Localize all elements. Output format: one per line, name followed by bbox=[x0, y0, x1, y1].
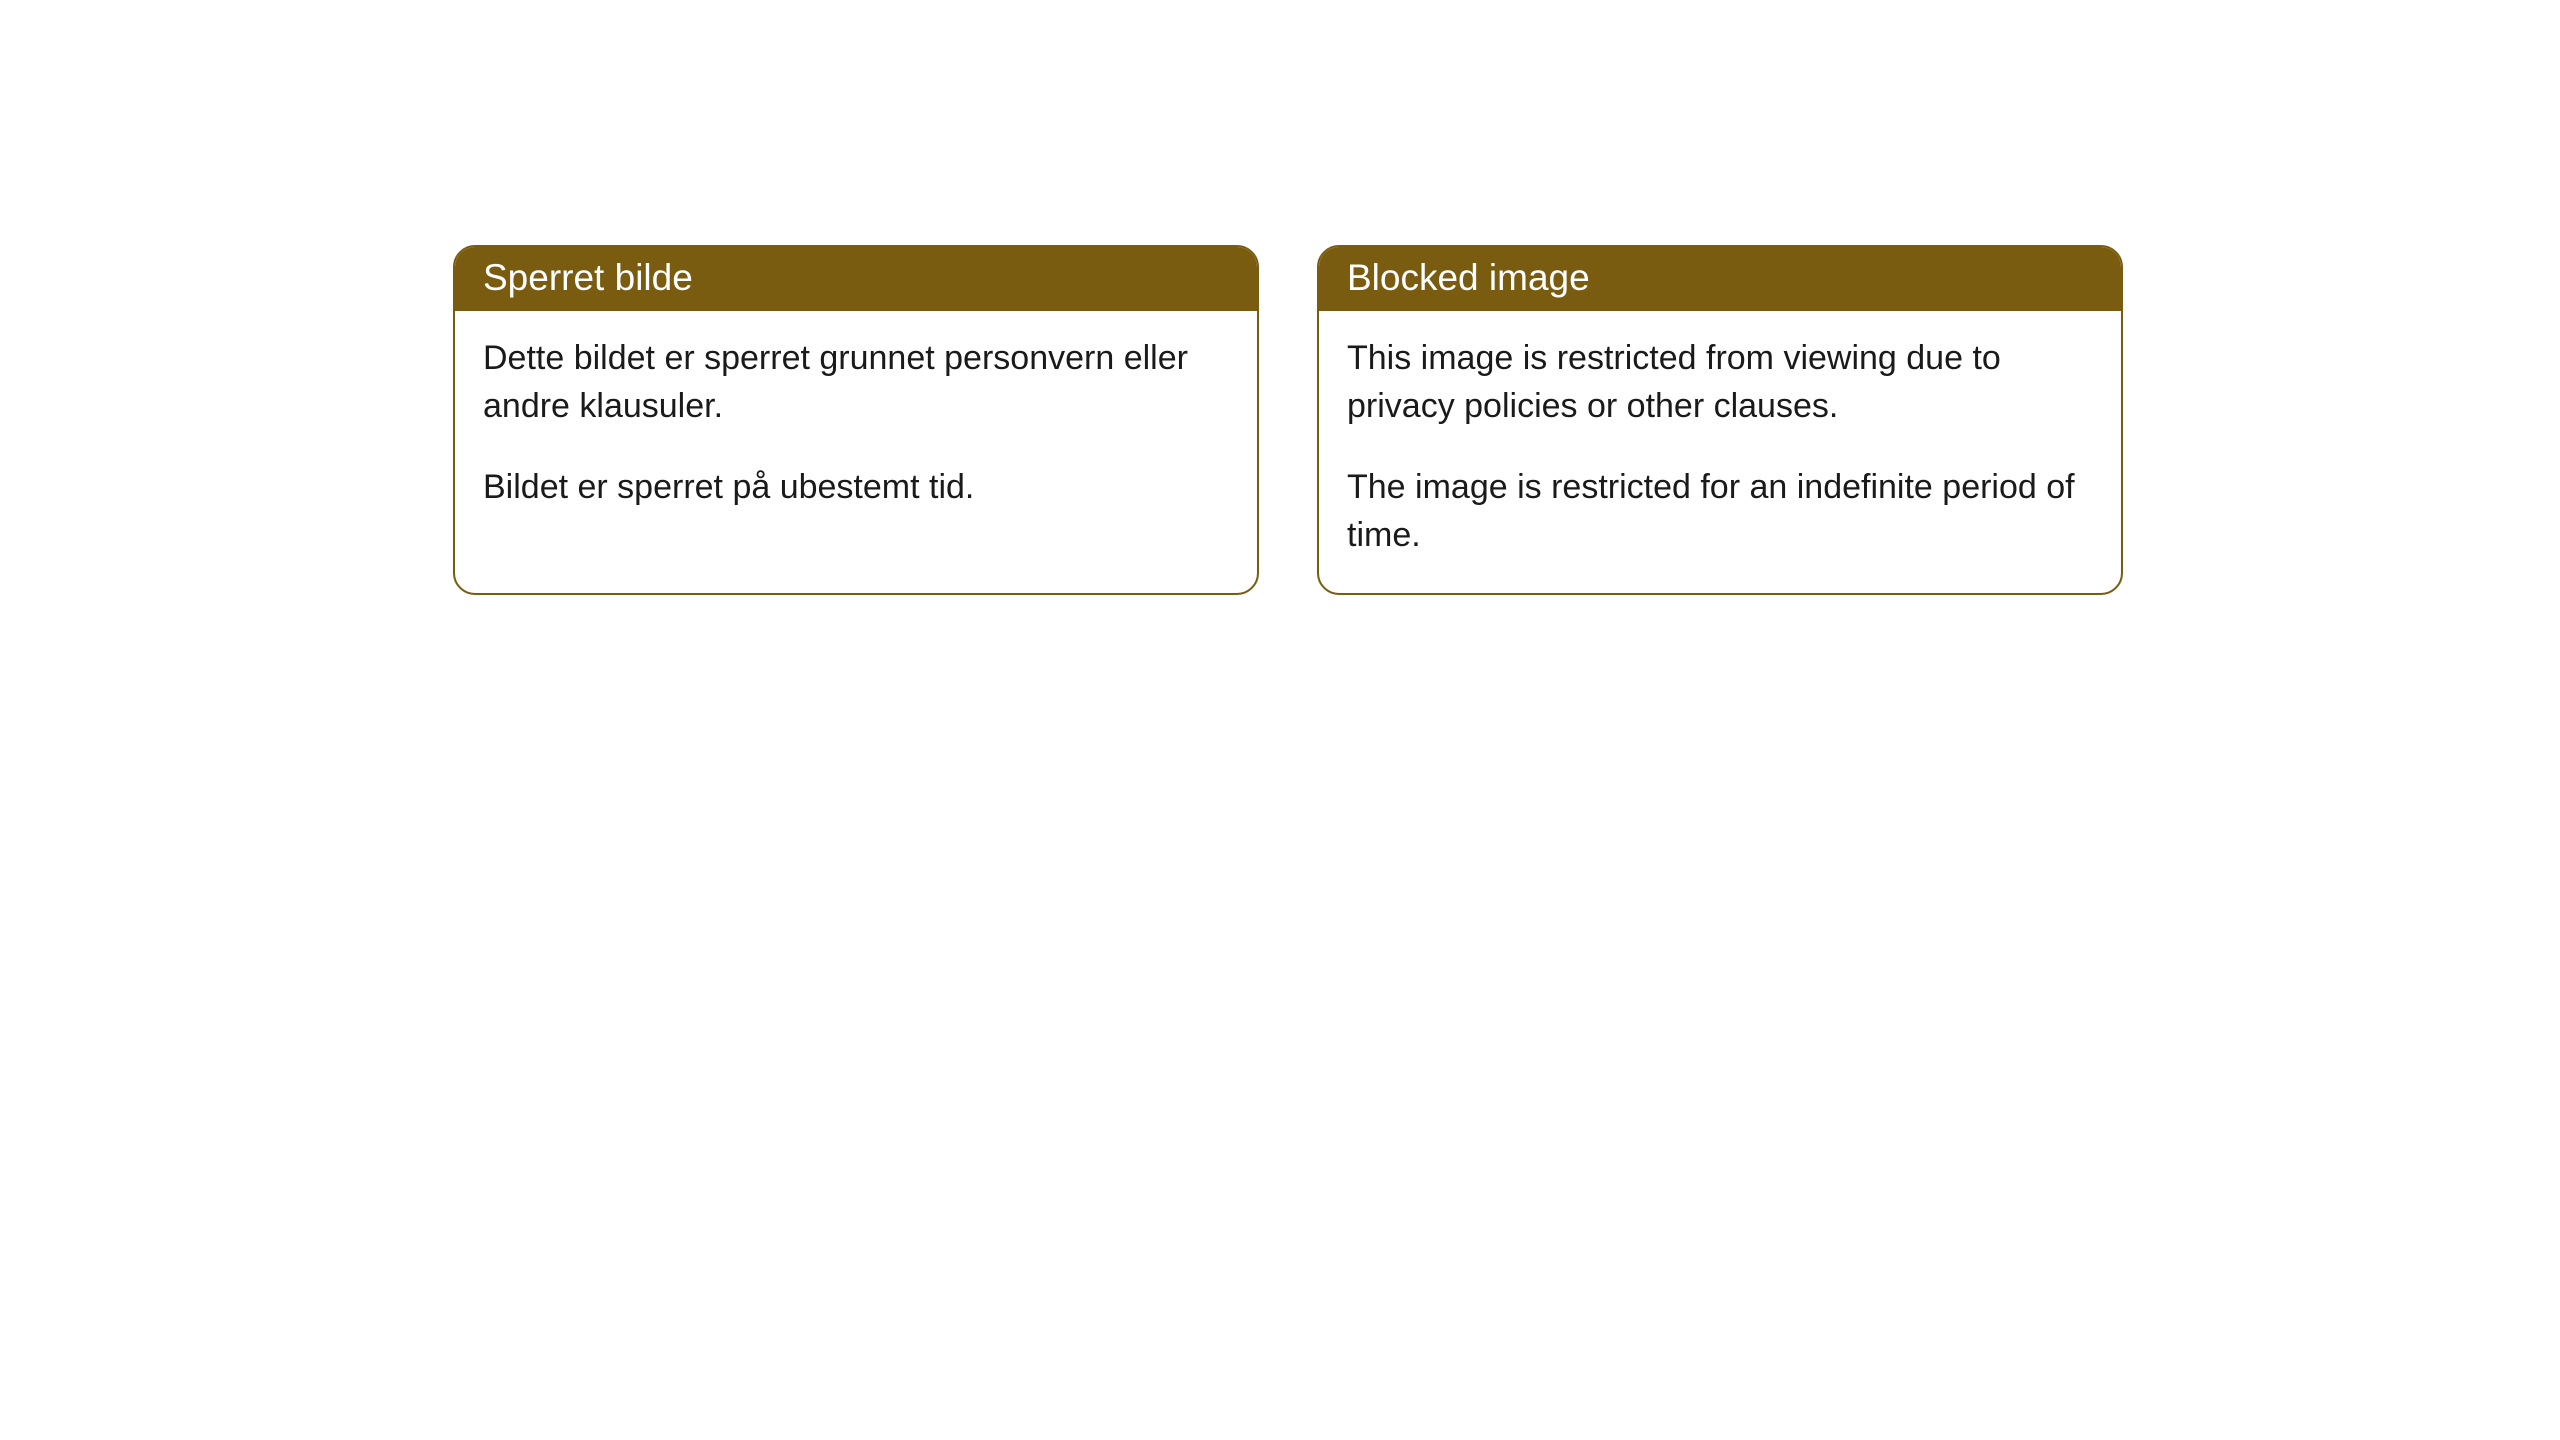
card-header-no: Sperret bilde bbox=[455, 247, 1257, 311]
card-paragraph-1-no: Dette bildet er sperret grunnet personve… bbox=[483, 335, 1229, 430]
card-title-no: Sperret bilde bbox=[483, 257, 693, 298]
card-paragraph-2-en: The image is restricted for an indefinit… bbox=[1347, 464, 2093, 559]
card-paragraph-1-en: This image is restricted from viewing du… bbox=[1347, 335, 2093, 430]
blocked-image-card-no: Sperret bilde Dette bildet er sperret gr… bbox=[453, 245, 1259, 595]
card-body-no: Dette bildet er sperret grunnet personve… bbox=[455, 311, 1257, 546]
card-body-en: This image is restricted from viewing du… bbox=[1319, 311, 2121, 593]
blocked-image-card-en: Blocked image This image is restricted f… bbox=[1317, 245, 2123, 595]
card-header-en: Blocked image bbox=[1319, 247, 2121, 311]
card-title-en: Blocked image bbox=[1347, 257, 1590, 298]
notice-cards-container: Sperret bilde Dette bildet er sperret gr… bbox=[453, 245, 2123, 595]
card-paragraph-2-no: Bildet er sperret på ubestemt tid. bbox=[483, 464, 1229, 512]
